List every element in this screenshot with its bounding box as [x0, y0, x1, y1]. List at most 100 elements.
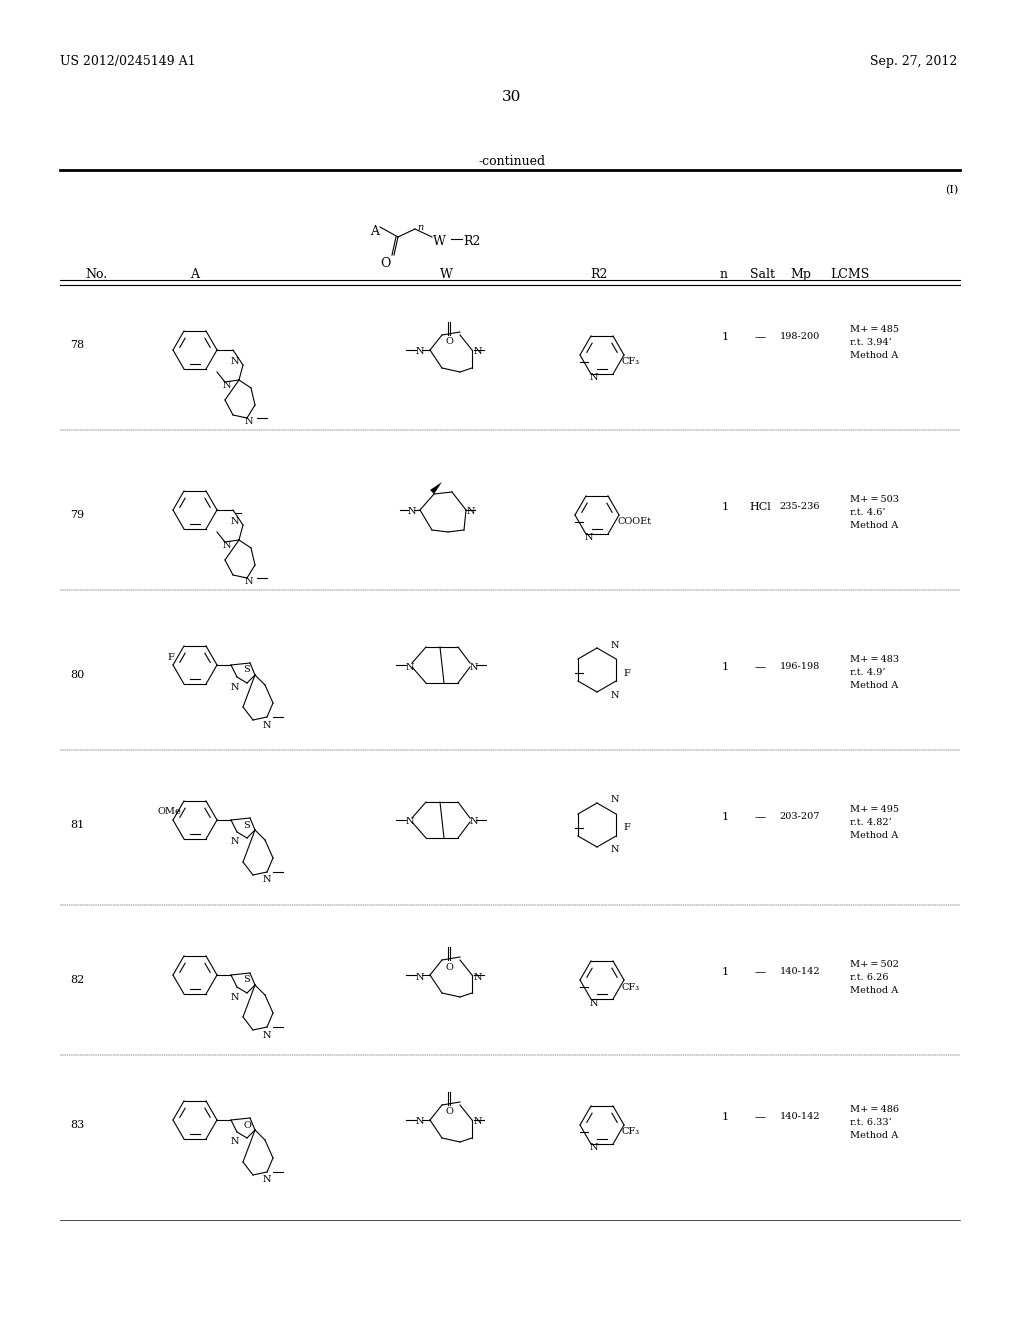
Text: S: S: [243, 821, 250, 829]
Text: N: N: [474, 347, 482, 356]
Text: N: N: [231, 993, 240, 1002]
Text: N: N: [590, 374, 598, 383]
Text: —: —: [755, 663, 766, 672]
Text: N: N: [231, 358, 240, 367]
Text: N: N: [474, 973, 482, 982]
Text: CF₃: CF₃: [622, 1127, 640, 1137]
Text: 80: 80: [70, 671, 84, 680]
Text: Method A: Method A: [850, 986, 898, 995]
Text: Method A: Method A: [850, 681, 898, 690]
Text: N: N: [470, 663, 478, 672]
Text: r.t. 4.9’: r.t. 4.9’: [850, 668, 886, 677]
Text: OMe: OMe: [157, 808, 181, 817]
Text: 1: 1: [722, 968, 728, 977]
Text: HCl: HCl: [750, 502, 771, 512]
Text: N: N: [263, 1176, 271, 1184]
Polygon shape: [430, 482, 442, 494]
Text: 82: 82: [70, 975, 84, 985]
Text: r.t. 6.26: r.t. 6.26: [850, 973, 889, 982]
Text: N: N: [263, 1031, 271, 1040]
Text: 140-142: 140-142: [779, 1111, 820, 1121]
Text: —: —: [755, 1111, 766, 1122]
Text: 78: 78: [70, 341, 84, 350]
Text: F: F: [167, 652, 174, 661]
Text: Method A: Method A: [850, 351, 898, 360]
Text: r.t. 6.33’: r.t. 6.33’: [850, 1118, 892, 1127]
Text: N: N: [231, 837, 240, 846]
Text: r.t. 4.6’: r.t. 4.6’: [850, 508, 886, 517]
Text: 81: 81: [70, 820, 84, 830]
Text: US 2012/0245149 A1: US 2012/0245149 A1: [60, 55, 196, 69]
Text: Method A: Method A: [850, 832, 898, 840]
Text: 30: 30: [503, 90, 521, 104]
Text: 1: 1: [722, 663, 728, 672]
Text: Method A: Method A: [850, 521, 898, 531]
Text: R2: R2: [463, 235, 480, 248]
Text: M+ = 486: M+ = 486: [850, 1105, 899, 1114]
Text: Method A: Method A: [850, 1131, 898, 1140]
Text: N: N: [416, 973, 425, 982]
Text: N: N: [590, 998, 598, 1007]
Text: N: N: [223, 380, 231, 389]
Text: S: S: [243, 665, 250, 675]
Text: N: N: [611, 846, 620, 854]
Text: CF₃: CF₃: [622, 982, 640, 991]
Text: Mp: Mp: [790, 268, 811, 281]
Text: —: —: [755, 968, 766, 977]
Text: r.t. 3.94’: r.t. 3.94’: [850, 338, 892, 347]
Text: N: N: [231, 682, 240, 692]
Text: 79: 79: [70, 510, 84, 520]
Text: 1: 1: [722, 502, 728, 512]
Text: O: O: [445, 1107, 453, 1117]
Text: N: N: [406, 663, 415, 672]
Text: LCMS: LCMS: [830, 268, 869, 281]
Text: 1: 1: [722, 333, 728, 342]
Text: N: N: [263, 875, 271, 884]
Text: M+ = 495: M+ = 495: [850, 805, 899, 814]
Text: N: N: [231, 517, 240, 527]
Text: -continued: -continued: [478, 154, 546, 168]
Text: N: N: [470, 817, 478, 826]
Text: N: N: [590, 1143, 598, 1152]
Text: O: O: [243, 1121, 251, 1130]
Text: 1: 1: [722, 1111, 728, 1122]
Text: N: N: [416, 1118, 425, 1126]
Text: A: A: [190, 268, 199, 281]
Text: N: N: [245, 578, 254, 586]
Text: Sep. 27, 2012: Sep. 27, 2012: [870, 55, 957, 69]
Text: M+ = 503: M+ = 503: [850, 495, 899, 504]
Text: W: W: [433, 235, 445, 248]
Text: N: N: [406, 817, 415, 826]
Text: 198-200: 198-200: [780, 333, 820, 341]
Text: S: S: [243, 975, 250, 985]
Text: R2: R2: [590, 268, 607, 281]
Polygon shape: [456, 528, 466, 539]
Text: N: N: [263, 721, 271, 730]
Text: No.: No.: [85, 268, 108, 281]
Text: W: W: [440, 268, 453, 281]
Text: 196-198: 196-198: [780, 663, 820, 671]
Text: r.t. 4.82’: r.t. 4.82’: [850, 818, 892, 828]
Text: N: N: [611, 640, 620, 649]
Text: O: O: [380, 257, 390, 271]
Text: N: N: [408, 507, 417, 516]
Text: 1: 1: [722, 812, 728, 822]
Text: M+ = 485: M+ = 485: [850, 325, 899, 334]
Text: 203-207: 203-207: [779, 812, 820, 821]
Text: COOEt: COOEt: [617, 517, 651, 527]
Text: M+ = 502: M+ = 502: [850, 960, 899, 969]
Text: N: N: [611, 796, 620, 804]
Text: (I): (I): [945, 185, 958, 195]
Text: N: N: [231, 1138, 240, 1147]
Text: —: —: [755, 812, 766, 822]
Text: N: N: [223, 540, 231, 549]
Text: n: n: [720, 268, 728, 281]
Text: N: N: [611, 690, 620, 700]
Text: 83: 83: [70, 1119, 84, 1130]
Text: F: F: [623, 824, 630, 833]
Text: O: O: [445, 962, 453, 972]
Text: M+ = 483: M+ = 483: [850, 655, 899, 664]
Text: Salt: Salt: [750, 268, 775, 281]
Text: 235-236: 235-236: [779, 502, 820, 511]
Text: N: N: [585, 533, 594, 543]
